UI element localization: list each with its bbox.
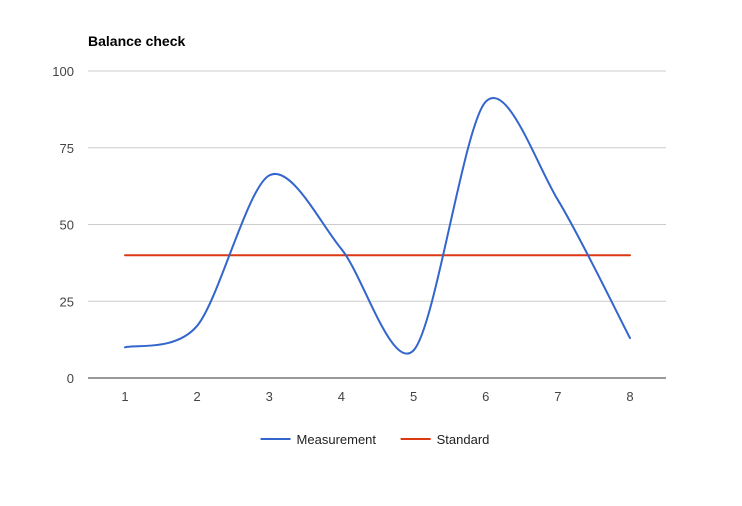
legend-item-standard[interactable]: Standard bbox=[400, 432, 490, 447]
legend-label: Measurement bbox=[297, 432, 377, 447]
y-axis-ticks: 0 25 50 75 100 bbox=[52, 64, 74, 386]
gridlines bbox=[88, 70, 666, 379]
y-tick-label: 25 bbox=[60, 294, 74, 309]
y-tick-label: 0 bbox=[67, 371, 74, 386]
series-line-measurement bbox=[124, 97, 631, 355]
x-tick-label: 2 bbox=[194, 389, 201, 404]
x-tick-label: 1 bbox=[121, 389, 128, 404]
x-tick-label: 6 bbox=[482, 389, 489, 404]
x-tick-label: 3 bbox=[266, 389, 273, 404]
series-lines bbox=[124, 97, 631, 355]
y-tick-label: 75 bbox=[60, 141, 74, 156]
x-tick-label: 4 bbox=[338, 389, 345, 404]
y-tick-label: 100 bbox=[52, 64, 74, 79]
legend-item-measurement[interactable]: Measurement bbox=[260, 432, 377, 447]
x-axis-ticks: 1 2 3 4 5 6 7 8 bbox=[121, 389, 633, 404]
x-tick-label: 5 bbox=[410, 389, 417, 404]
chart-title: Balance check bbox=[88, 33, 185, 49]
legend-label: Standard bbox=[437, 432, 490, 447]
y-tick-label: 50 bbox=[60, 218, 74, 233]
x-tick-label: 8 bbox=[626, 389, 633, 404]
legend: Measurement Standard bbox=[260, 432, 490, 447]
x-tick-label: 7 bbox=[554, 389, 561, 404]
